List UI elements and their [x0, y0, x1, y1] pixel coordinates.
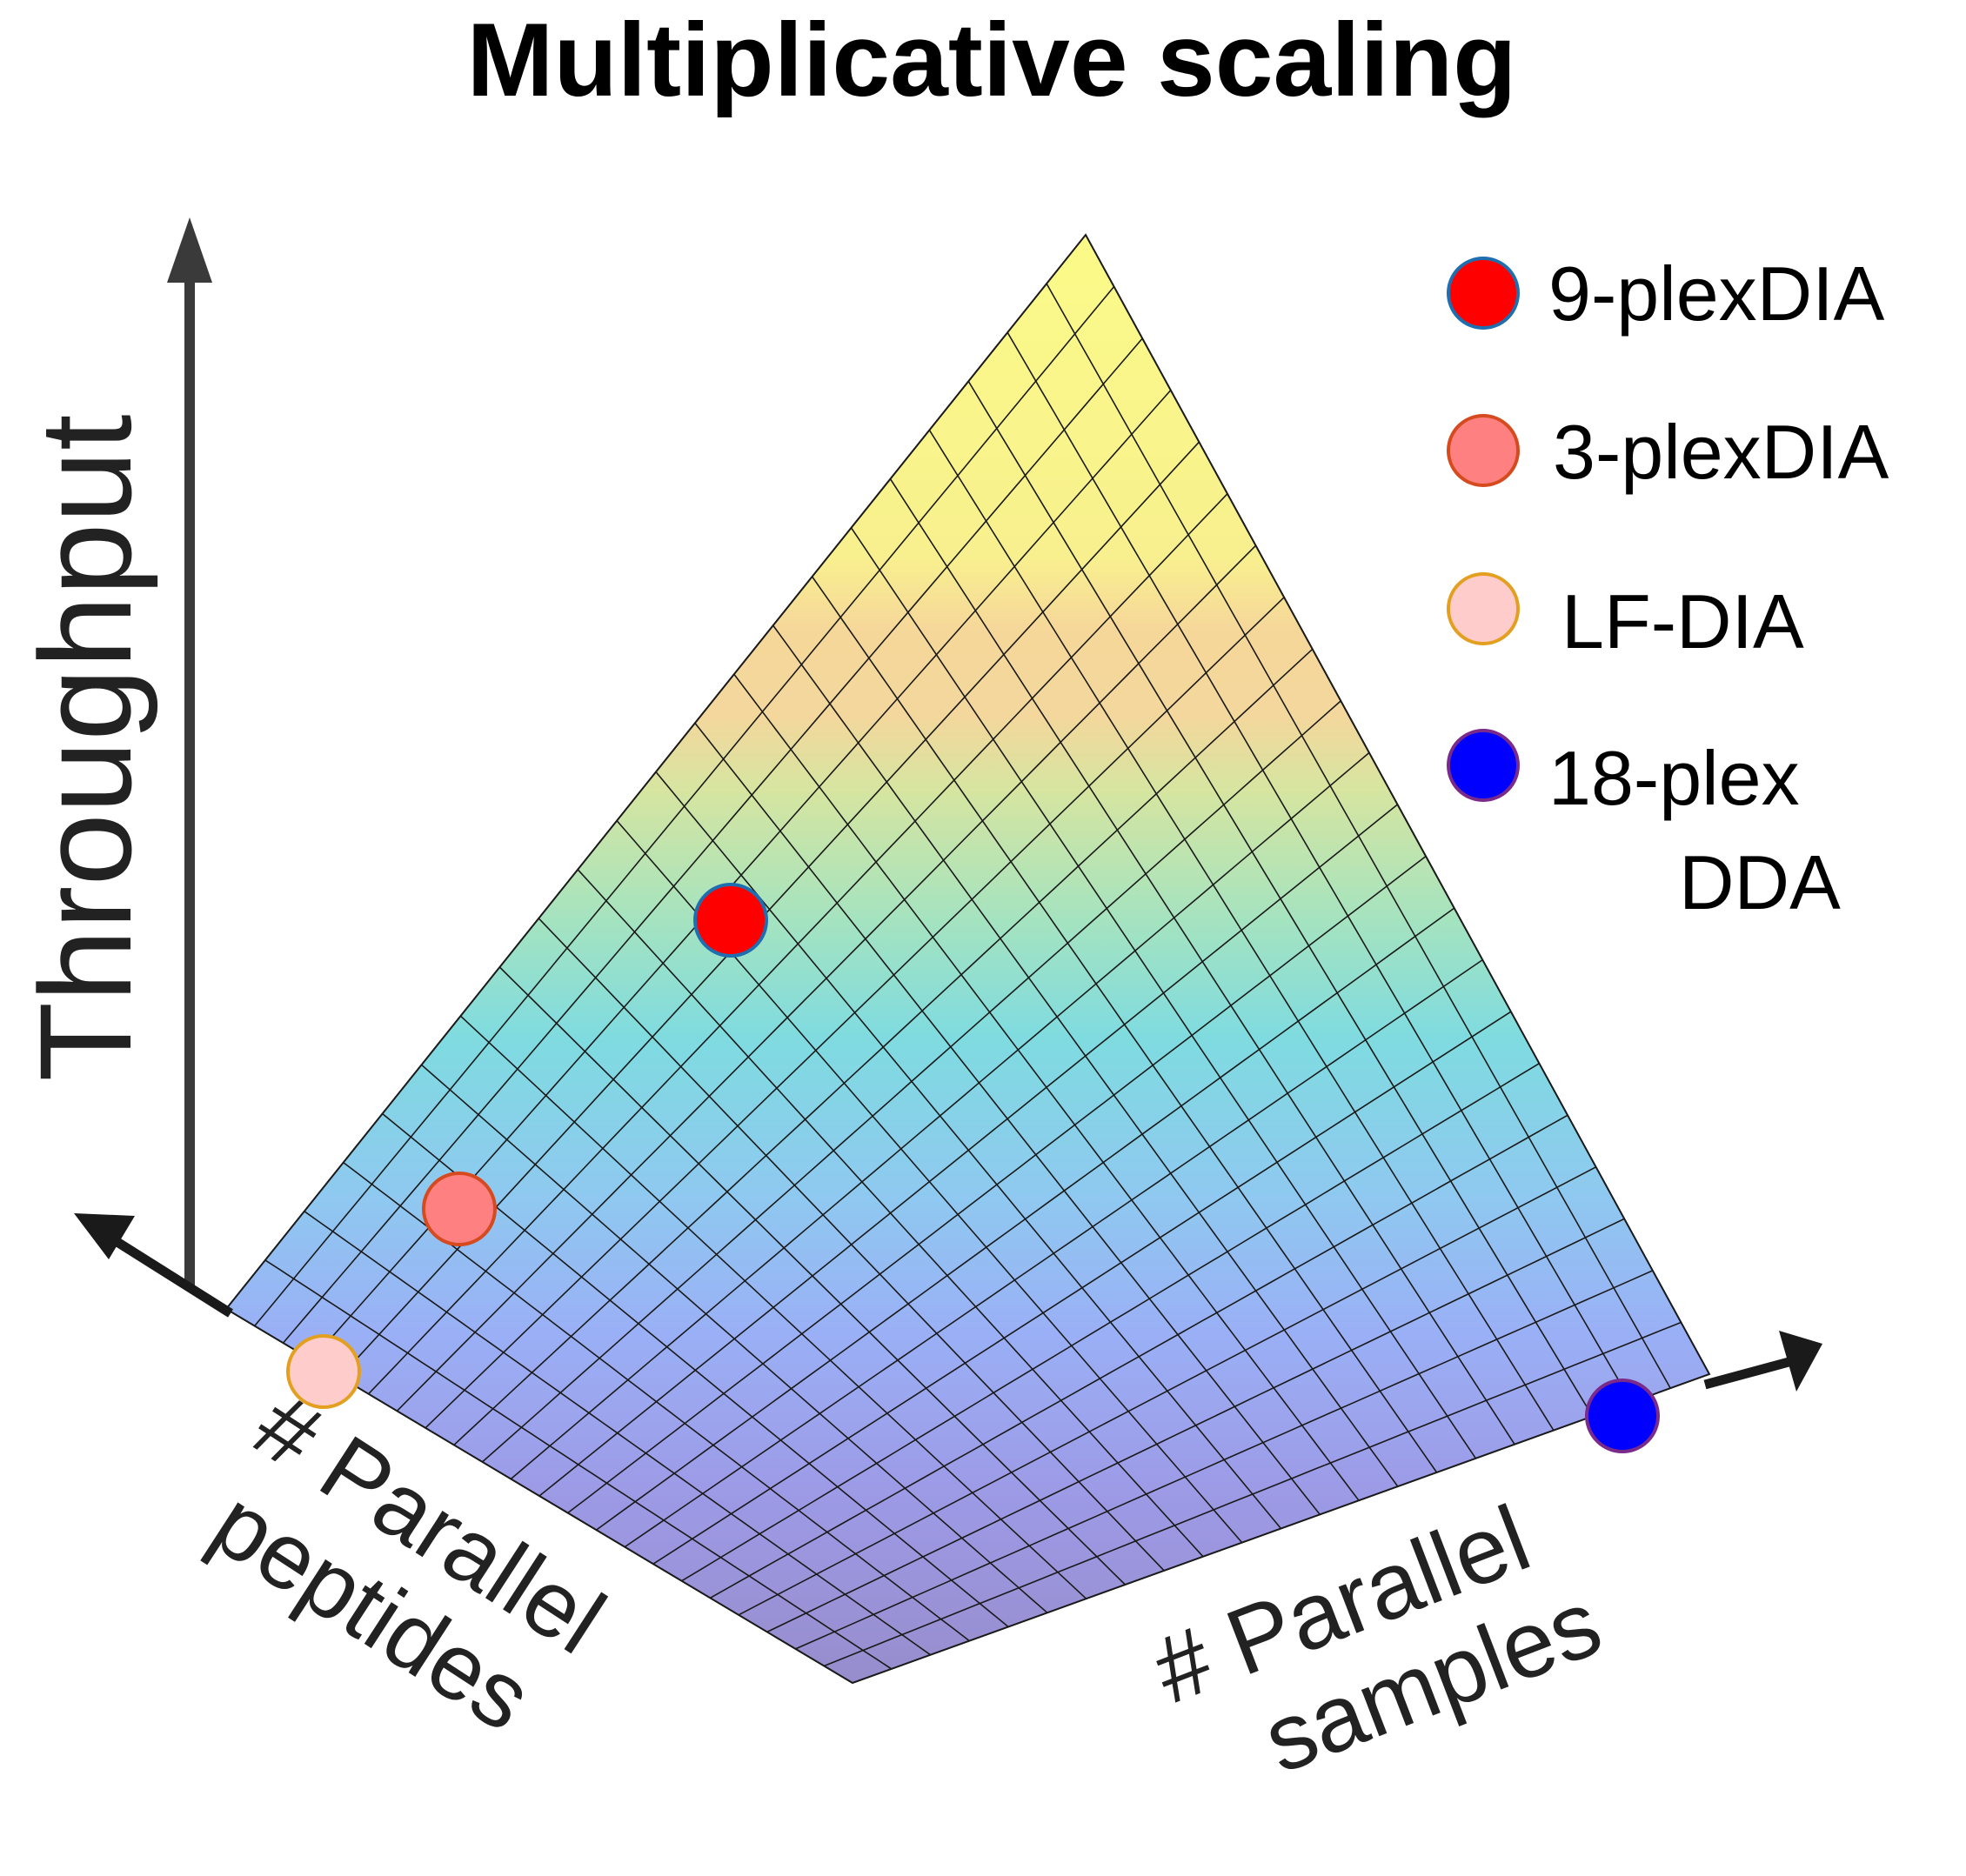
surface-grid-line: [681, 1063, 1540, 1582]
surface-grid-line: [772, 624, 1399, 1487]
surface-grid-line: [1006, 331, 1633, 1403]
surface-grid-line: [567, 855, 1427, 1514]
point-3-plexdia: [422, 1172, 497, 1246]
surface-grid-line: [738, 1166, 1596, 1616]
surface-grid-line: [694, 722, 1321, 1515]
legend-marker-lf-dia: [1447, 572, 1520, 645]
surface-grid-line: [852, 1373, 1710, 1684]
legend-label-lf-dia: LF-DIA: [1561, 578, 1804, 664]
legend-marker-9-plexdia: [1447, 257, 1520, 330]
surface-grid-line: [710, 1114, 1568, 1599]
legend-item-18-plex-dda: 18-plex DDA: [1447, 729, 1841, 925]
legend-label-9-plexdia: 9-plexDIA: [1548, 250, 1885, 337]
chart-title: Multiplicative scaling: [467, 2, 1517, 118]
y-axis-arrowhead: [167, 217, 212, 283]
surface-grid-line: [811, 576, 1438, 1473]
x-right-axis-arrowhead: [1779, 1331, 1822, 1392]
surface-grid-line: [766, 1218, 1625, 1633]
surface-grid-line: [624, 958, 1483, 1548]
surface-grid-line: [795, 1270, 1654, 1650]
point-9-plexdia: [693, 883, 768, 958]
surface-grid-line: [652, 1011, 1512, 1565]
surface-grid-line: [928, 430, 1555, 1431]
surface-grid-line: [733, 673, 1360, 1501]
surface-grid-line: [1085, 234, 1710, 1375]
surface-grid-line: [596, 907, 1455, 1531]
y-axis-label: Throughput: [12, 414, 158, 1081]
surface-grid-line: [967, 380, 1594, 1417]
point-18-plex-dda: [1585, 1379, 1660, 1453]
surface-grid-line: [850, 527, 1477, 1459]
legend-label-3-plexdia: 3-plexDIA: [1553, 409, 1889, 495]
x-left-axis-arrowhead: [74, 1213, 135, 1259]
legend-marker-18-plex-dda: [1447, 729, 1520, 802]
legend-label-dda: DDA: [1679, 839, 1841, 925]
x-left-axis-arrow: [110, 1235, 233, 1318]
axes: [74, 217, 1822, 1392]
legend-marker-3-plexdia: [1447, 414, 1520, 487]
legend-item-9-plexdia: 9-plexDIA: [1447, 250, 1885, 337]
surface-grid-line: [824, 1321, 1682, 1667]
surface-grid-line: [1046, 283, 1671, 1389]
point-lf-dia: [286, 1334, 361, 1409]
legend: 9-plexDIA 3-plexDIA LF-DIA 18-plex DDA: [1447, 250, 1889, 925]
method-points: [286, 883, 1660, 1453]
legend-label-18-plex: 18-plex: [1548, 735, 1800, 821]
x-right-axis-arrow: [1703, 1356, 1794, 1390]
legend-item-3-plexdia: 3-plexDIA: [1447, 409, 1889, 495]
legend-item-lf-dia: LF-DIA: [1447, 572, 1804, 664]
surface-grid-line: [889, 478, 1515, 1445]
